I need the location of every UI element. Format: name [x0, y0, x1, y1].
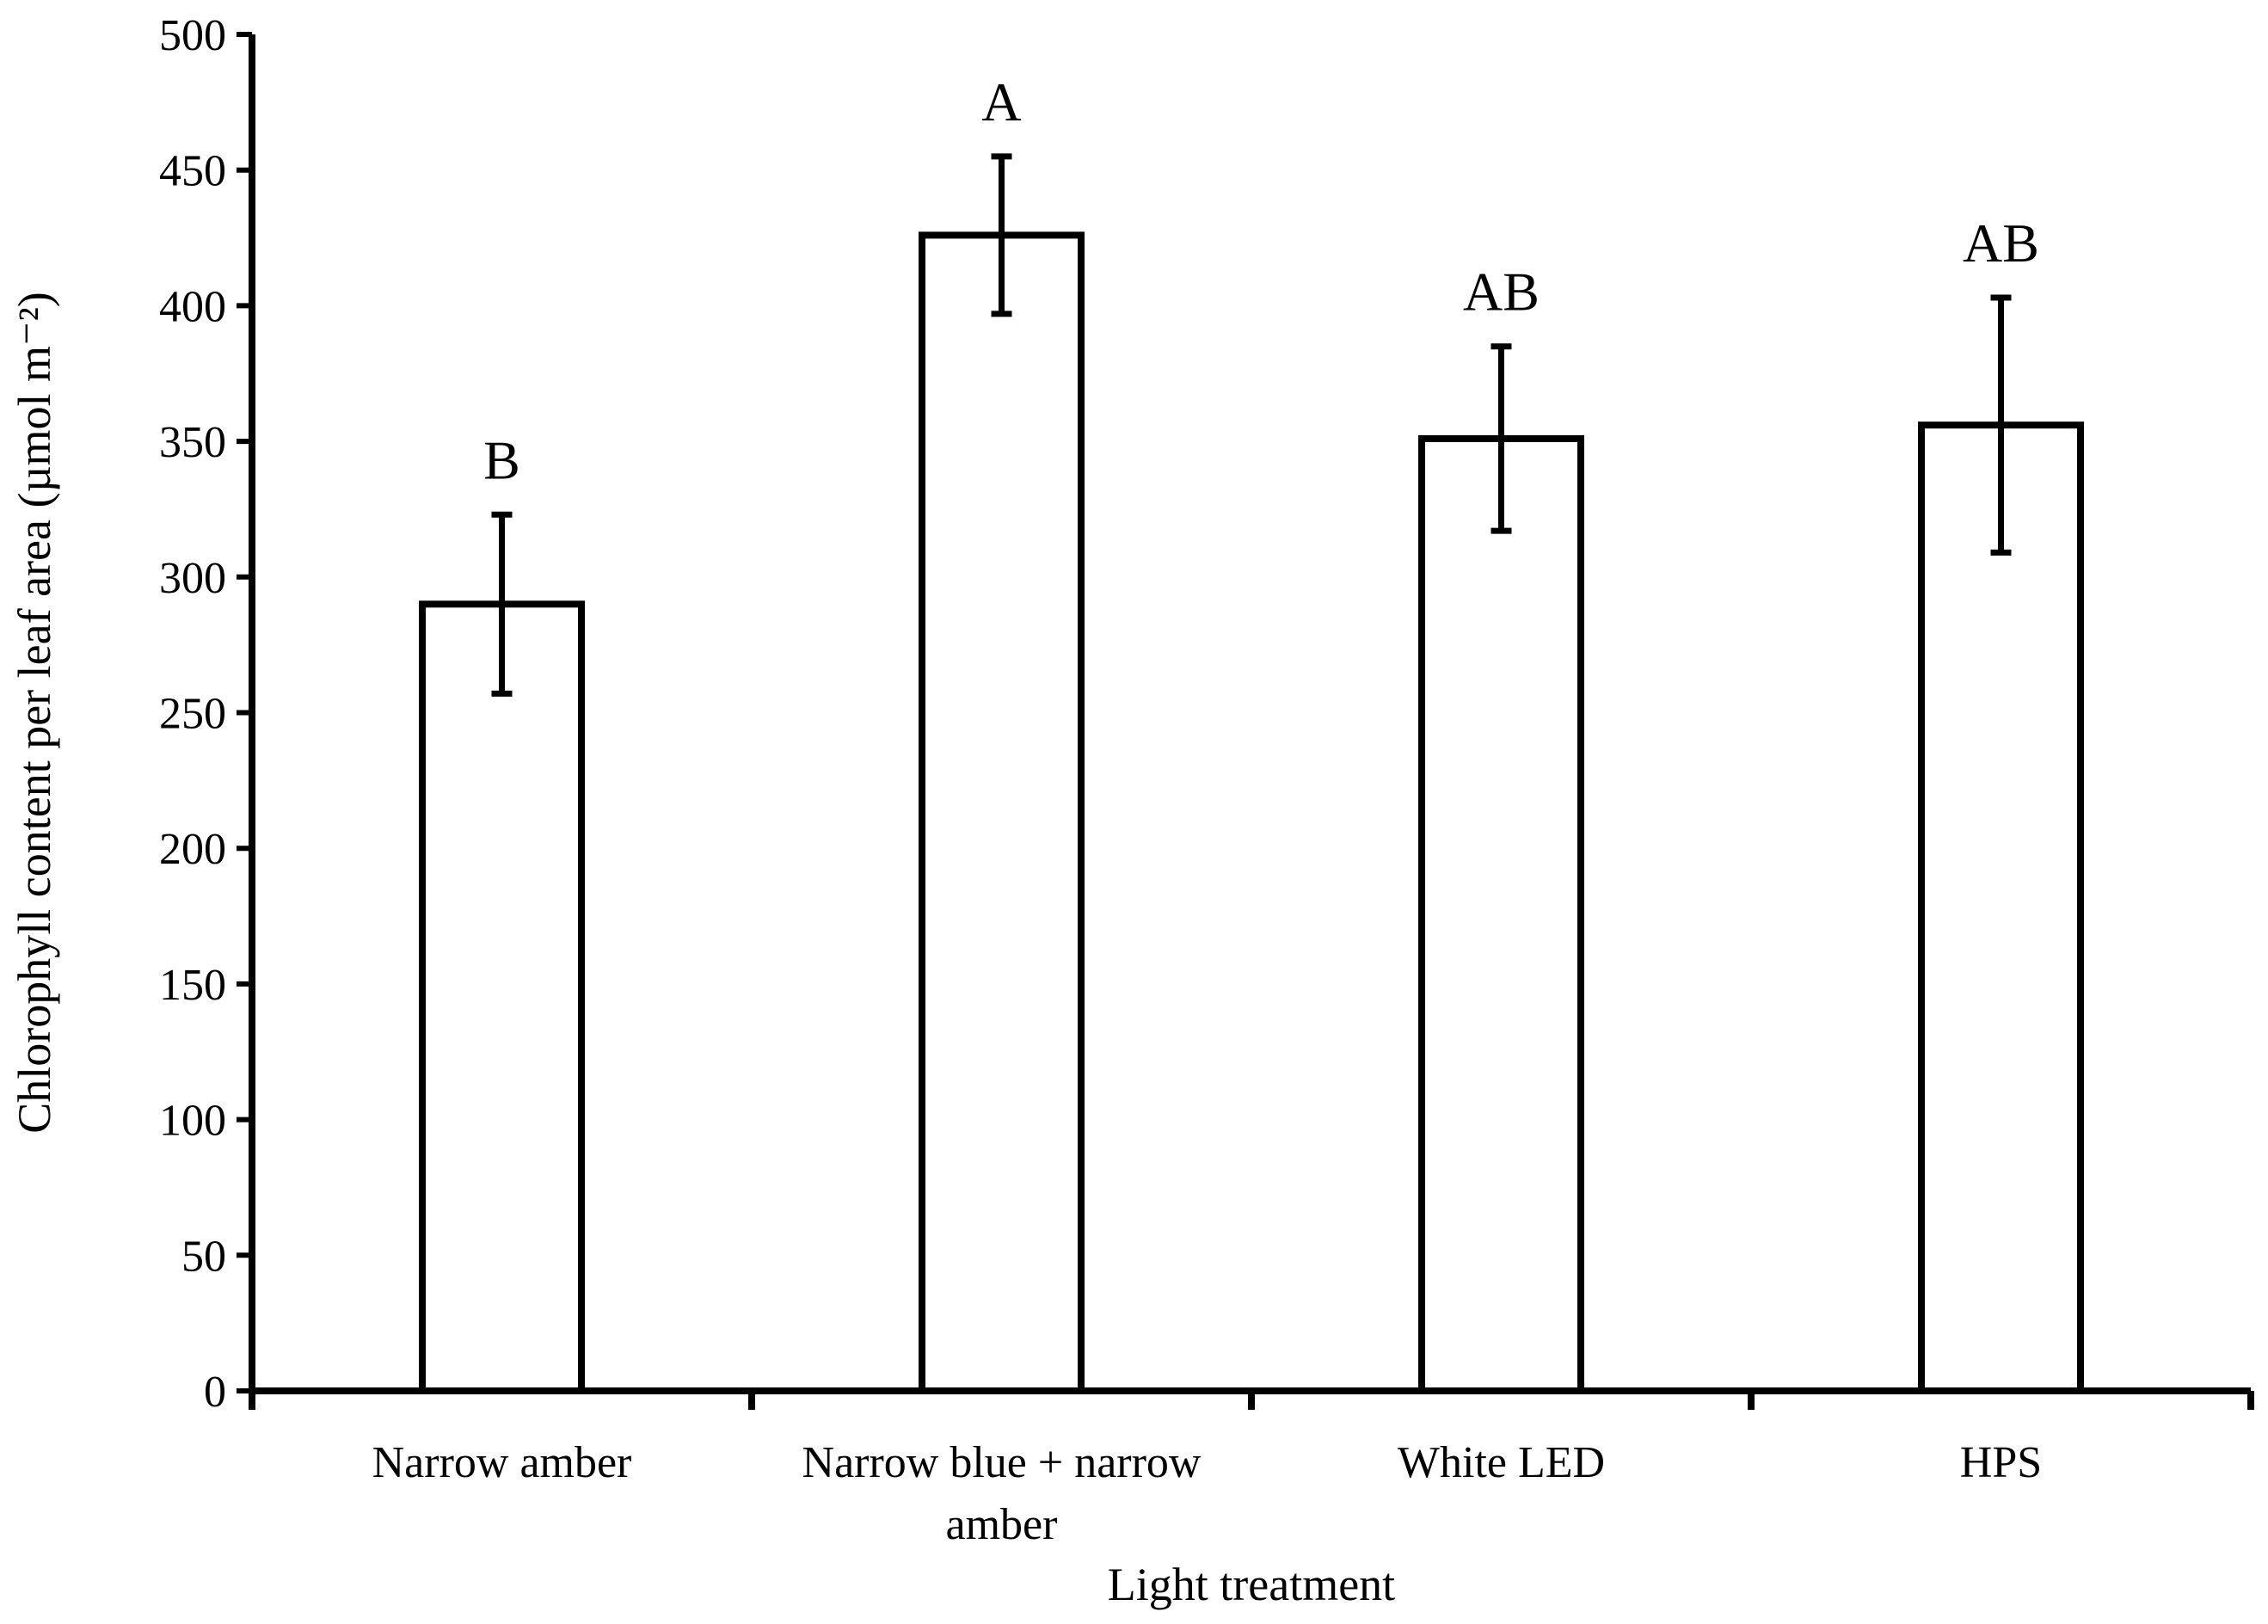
- y-tick-label: 50: [181, 1232, 226, 1281]
- bar: [919, 231, 1085, 1394]
- category-label: Narrow amber: [372, 1438, 632, 1487]
- x-axis-title: Light treatment: [1108, 1559, 1395, 1610]
- y-tick-label: 300: [159, 554, 226, 603]
- bars: B A AB AB: [419, 71, 2084, 1394]
- y-tick-label: 350: [159, 418, 226, 467]
- y-axis: 0 50 100 150 200 250 300 350 400 450 500: [159, 11, 255, 1417]
- y-tick-label: 200: [159, 825, 226, 874]
- y-tick-label: 100: [159, 1097, 226, 1146]
- bar: [419, 600, 585, 1394]
- y-tick-label: 150: [159, 961, 226, 1010]
- category-label: HPS: [1960, 1438, 2042, 1487]
- significance-letter: AB: [1963, 212, 2039, 274]
- significance-letter: AB: [1463, 261, 1540, 323]
- bar: [1918, 421, 2084, 1394]
- y-tick-label: 250: [159, 690, 226, 739]
- y-tick-label: 400: [159, 282, 226, 331]
- bar: [1418, 434, 1584, 1394]
- significance-letter: A: [981, 71, 1021, 132]
- y-tick-label: 0: [204, 1368, 226, 1417]
- category-label: amber: [946, 1500, 1058, 1549]
- y-tick-label: 450: [159, 147, 226, 196]
- y-tick-label: 500: [159, 11, 226, 60]
- category-label: White LED: [1398, 1438, 1605, 1487]
- y-axis-title: Chlorophyll content per leaf area (µmol …: [9, 292, 60, 1134]
- category-label: Narrow blue + narrow: [802, 1438, 1202, 1487]
- x-axis: Narrow amber Narrow blue + narrow amber Whi…: [249, 1387, 2254, 1549]
- significance-letter: B: [483, 429, 520, 490]
